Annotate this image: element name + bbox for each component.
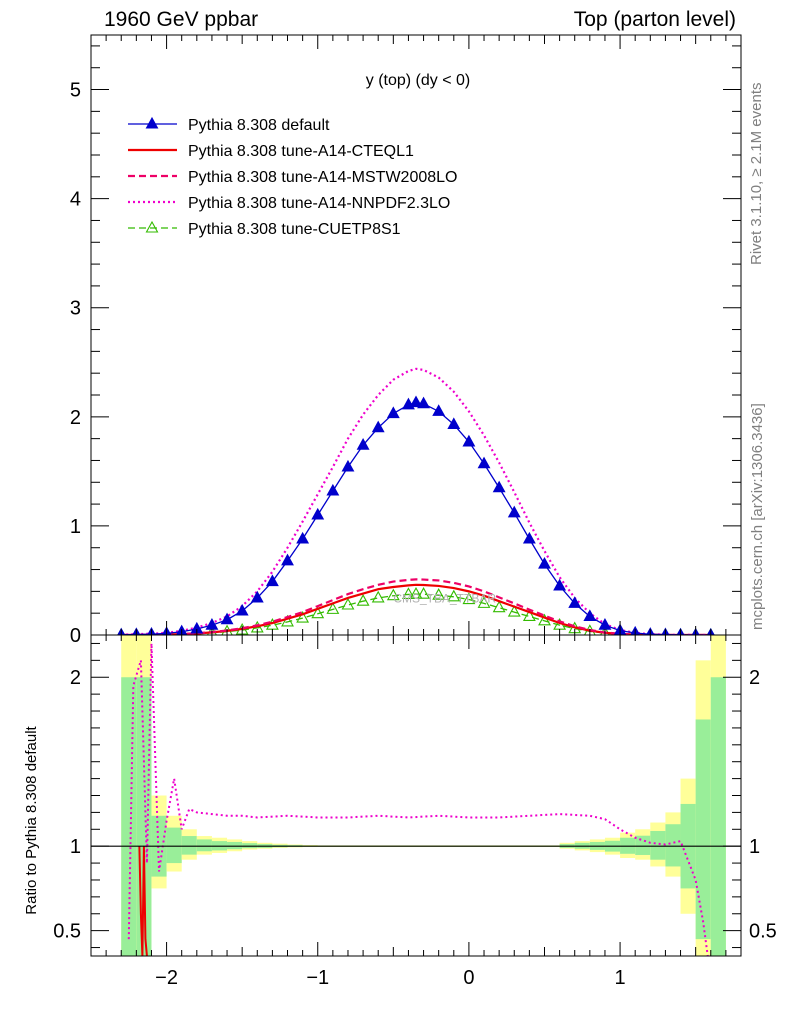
y-tick-label: 2: [70, 407, 81, 429]
data-point-marker: [311, 507, 325, 520]
data-point-marker: [220, 612, 234, 625]
data-point-marker: [462, 592, 476, 605]
data-point-marker: [507, 604, 521, 617]
data-point-marker: [296, 531, 310, 544]
data-point-marker: [409, 395, 423, 408]
data-point-marker: [356, 438, 370, 450]
ratio-line: [138, 846, 148, 956]
ratio-y-tick-label-right: 0.5: [749, 921, 777, 943]
data-point-marker: [477, 596, 491, 608]
data-point-marker: [386, 588, 400, 601]
data-point-marker: [538, 613, 551, 626]
data-point-marker: [281, 553, 294, 566]
data-point-marker: [462, 434, 476, 447]
data-point-marker: [432, 588, 446, 600]
ratio-band-green: [635, 835, 651, 855]
data-point-marker: [341, 459, 355, 472]
data-point-marker: [447, 589, 461, 602]
data-point-marker: [507, 505, 521, 518]
data-point-marker: [432, 404, 446, 416]
ratio-band-green: [695, 719, 711, 940]
y-tick-label: 3: [70, 298, 81, 320]
data-point-marker: [311, 606, 325, 619]
data-point-marker: [553, 578, 567, 591]
data-point-marker: [402, 587, 415, 599]
ratio-band-green: [665, 824, 681, 867]
ratio-y-tick-label-right: 1: [749, 836, 760, 858]
y-tick-label: 0: [70, 625, 81, 647]
data-point-marker: [417, 396, 430, 409]
x-tick-label: −2: [155, 967, 178, 989]
y-tick-label: 4: [70, 189, 81, 211]
x-tick-label: 0: [463, 967, 474, 989]
x-tick-label: 1: [615, 967, 626, 989]
ratio-line: [127, 643, 709, 956]
series-line: [121, 367, 711, 635]
watermark-label: CMS_TBA_TTBAR: [393, 591, 496, 605]
data-point-marker: [265, 574, 279, 587]
data-point-marker: [568, 596, 582, 608]
legend-marker: [145, 220, 159, 233]
x-tick-label: −1: [306, 967, 329, 989]
data-point-marker: [371, 590, 385, 603]
ratio-y-tick-label: 0.5: [53, 921, 81, 943]
data-point-marker: [522, 531, 536, 544]
y-tick-label: 5: [70, 80, 81, 102]
data-point-marker: [326, 483, 340, 496]
data-point-marker: [296, 610, 310, 623]
ratio-band-green: [650, 830, 666, 860]
ratio-y-tick-label-right: 2: [749, 667, 760, 689]
series-line: [121, 578, 711, 635]
data-point-marker: [492, 600, 506, 613]
data-point-marker: [386, 406, 400, 419]
legend-label: Pythia 8.308 tune-A14-CTEQL1: [188, 143, 414, 160]
ratio-band-green: [196, 839, 212, 852]
data-point-marker: [417, 587, 430, 599]
data-point-marker: [477, 456, 491, 469]
data-point-marker: [492, 480, 506, 493]
data-point-marker: [341, 597, 355, 610]
data-point-marker: [409, 586, 423, 599]
ratio-band-green: [181, 836, 197, 855]
ratio-frame: [90, 634, 742, 957]
data-point-marker: [447, 417, 461, 430]
data-point-marker: [356, 594, 370, 606]
ratio-y-axis-label: Ratio to Pythia 8.308 default: [23, 725, 40, 914]
data-point-marker: [371, 420, 385, 433]
y-tick-label: 1: [70, 516, 81, 538]
header-right: Top (parton level): [573, 8, 736, 31]
ratio-band-green: [710, 677, 726, 956]
data-point-marker: [522, 609, 536, 622]
ratio-band-green: [166, 827, 182, 864]
data-point-marker: [281, 614, 294, 627]
legend-label: Pythia 8.308 tune-CUETP8S1: [188, 221, 401, 238]
header-left: 1960 GeV ppbar: [104, 8, 259, 31]
data-point-marker: [250, 590, 264, 603]
data-point-marker: [538, 556, 551, 569]
legend-marker: [145, 116, 159, 129]
legend-label: Pythia 8.308 tune-A14-NNPDF2.3LO: [188, 195, 450, 212]
data-point-marker: [235, 603, 249, 616]
ratio-y-tick-label: 1: [70, 836, 81, 858]
plot-title: y (top) (dy < 0): [366, 72, 470, 89]
data-point-marker: [326, 602, 340, 614]
rivet-info: Rivet 3.1.10, ≥ 2.1M events: [748, 82, 765, 266]
legend-label: Pythia 8.308 tune-A14-MSTW2008LO: [188, 169, 457, 186]
mcplots-info: mcplots.cern.ch [arXiv:1306.3436]: [749, 403, 766, 630]
ratio-y-tick-label: 2: [70, 667, 81, 689]
ratio-band-green: [121, 677, 137, 956]
legend-label: Pythia 8.308 default: [188, 117, 330, 134]
data-point-marker: [583, 609, 597, 622]
